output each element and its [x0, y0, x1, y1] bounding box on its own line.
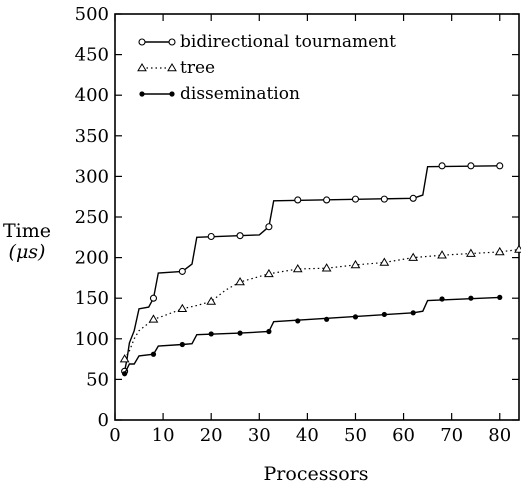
triangle-marker	[466, 248, 476, 257]
legend-label: dissemination	[180, 84, 300, 104]
triangle-marker	[379, 257, 390, 266]
circle-marker	[467, 162, 475, 170]
legend-entry: bidirectional tournament	[138, 32, 396, 52]
circle-marker	[236, 232, 244, 240]
circle-marker	[168, 38, 176, 46]
triangle-marker	[408, 252, 419, 261]
x-axis-label: Processors	[264, 463, 369, 485]
triangle-marker	[437, 250, 447, 259]
circle-marker	[323, 196, 331, 204]
y-tick-label: 400	[75, 85, 109, 106]
circle-marker	[265, 223, 273, 231]
series-layer	[119, 162, 521, 377]
x-tick-label: 70	[440, 425, 463, 446]
dot-marker	[179, 341, 185, 348]
circle-marker	[149, 294, 158, 302]
y-tick-label: 250	[75, 207, 109, 228]
axes: 0 50 100 150 200 250 300 350 400 450 500 0 10 20 30 40 5…	[75, 4, 520, 446]
dot-marker	[324, 316, 330, 322]
triangle-marker	[119, 354, 130, 363]
dot-marker	[208, 331, 214, 337]
dot-marker	[150, 351, 157, 357]
triangle-marker	[350, 259, 361, 269]
triangle-marker	[137, 63, 147, 72]
x-tick-label: 80	[488, 425, 511, 446]
series-line	[123, 296, 500, 375]
legend-entry: tree	[137, 58, 215, 78]
series-dissemination	[122, 294, 503, 377]
dot-marker	[266, 328, 272, 335]
dot-marker	[139, 91, 145, 97]
series-tree	[119, 244, 521, 363]
dot-marker	[410, 310, 416, 316]
dot-marker	[237, 330, 243, 336]
dot-marker	[122, 371, 128, 377]
y-axis-unit: (μs)	[9, 241, 46, 263]
circle-marker	[138, 38, 146, 46]
circle-marker	[409, 194, 417, 202]
circle-marker	[496, 162, 504, 170]
dot-marker	[295, 318, 301, 324]
x-tick-label: 30	[248, 425, 271, 446]
x-tick-label: 20	[200, 425, 223, 446]
triangle-marker	[148, 314, 159, 323]
legend-entry: dissemination	[139, 84, 300, 104]
x-tick-label: 60	[392, 425, 415, 446]
x-tick-label: 0	[109, 425, 120, 446]
circle-marker	[380, 195, 388, 203]
y-axis-label: Time	[3, 220, 51, 242]
y-tick-label: 200	[75, 248, 109, 269]
triangle-marker	[264, 268, 274, 278]
dot-marker	[352, 314, 359, 320]
triangle-marker	[167, 63, 177, 72]
triangle-marker	[321, 263, 332, 272]
legend: bidirectional tournament tree disseminatio…	[137, 32, 396, 104]
x-tick-label: 10	[152, 425, 175, 446]
y-tick-label: 350	[75, 126, 109, 147]
dot-marker	[497, 294, 503, 300]
dot-marker	[169, 91, 175, 97]
triangle-marker	[206, 296, 217, 305]
plot-frame	[114, 13, 520, 421]
triangle-marker	[292, 263, 303, 273]
legend-label: tree	[180, 58, 215, 78]
circle-marker	[294, 196, 302, 204]
y-tick-label: 50	[86, 369, 109, 390]
circle-marker	[207, 232, 215, 241]
dot-marker	[439, 296, 445, 302]
triangle-marker	[514, 244, 521, 253]
dot-marker	[381, 311, 387, 318]
x-tick-label: 40	[296, 425, 319, 446]
y-tick-label: 300	[75, 166, 109, 187]
legend-label: bidirectional tournament	[180, 32, 396, 52]
y-tick-label: 450	[75, 45, 109, 66]
y-tick-label: 100	[75, 329, 109, 350]
circle-marker	[178, 267, 186, 275]
y-tick-label: 500	[75, 4, 109, 25]
y-tick-label: 150	[75, 288, 109, 309]
x-tick-label: 50	[344, 425, 367, 446]
dot-marker	[468, 295, 474, 301]
circle-marker	[351, 195, 360, 203]
triangle-marker	[494, 246, 505, 256]
circle-marker	[438, 162, 446, 170]
triangle-marker	[177, 303, 188, 313]
y-tick-label: 0	[98, 410, 109, 431]
triangle-marker	[235, 276, 245, 286]
series-bidirectional-tournament	[121, 162, 504, 375]
